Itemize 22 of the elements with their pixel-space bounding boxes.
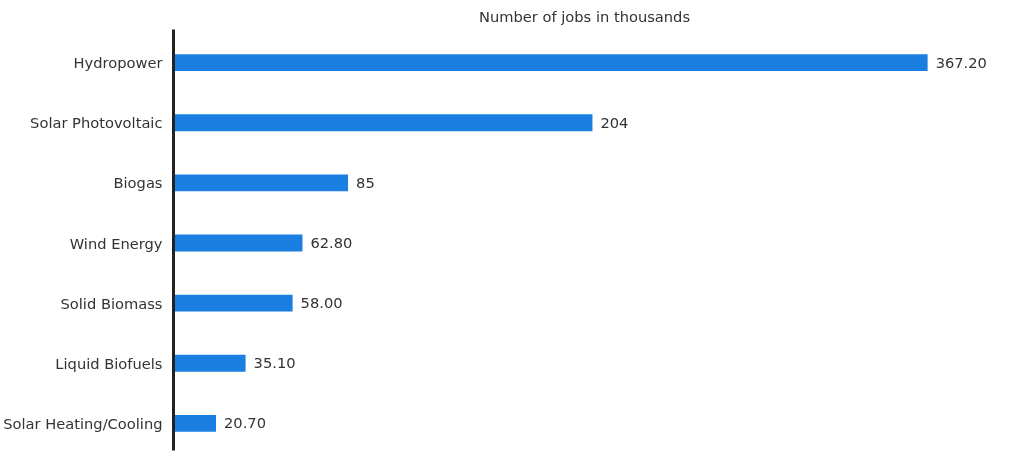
bar: [173, 415, 217, 432]
bar: [173, 54, 928, 71]
bar: [173, 234, 303, 252]
y-tick-label: Solid Biomass: [60, 294, 163, 312]
y-tick-label: Solar Heating/Cooling: [3, 414, 163, 432]
y-tick-label: Wind Energy: [69, 234, 163, 252]
y-tick-label: Solar Photovoltaic: [30, 114, 163, 132]
bar: [173, 174, 349, 192]
data-label: 85: [356, 173, 375, 191]
chart-title: Number of jobs in thousands: [478, 7, 691, 25]
bar: [173, 354, 246, 372]
data-label: 62.80: [310, 234, 353, 252]
data-label: 58.00: [300, 294, 343, 312]
bar: [173, 114, 593, 132]
y-tick-label: Liquid Biofuels: [55, 354, 163, 372]
data-label: 367.20: [935, 53, 987, 71]
data-label: 204: [600, 113, 629, 131]
data-label: 20.70: [224, 414, 266, 432]
y-tick-label: Biogas: [113, 174, 163, 192]
y-tick-label: Hydropower: [73, 54, 164, 72]
data-label: 35.10: [253, 354, 296, 372]
bar: [173, 294, 293, 312]
